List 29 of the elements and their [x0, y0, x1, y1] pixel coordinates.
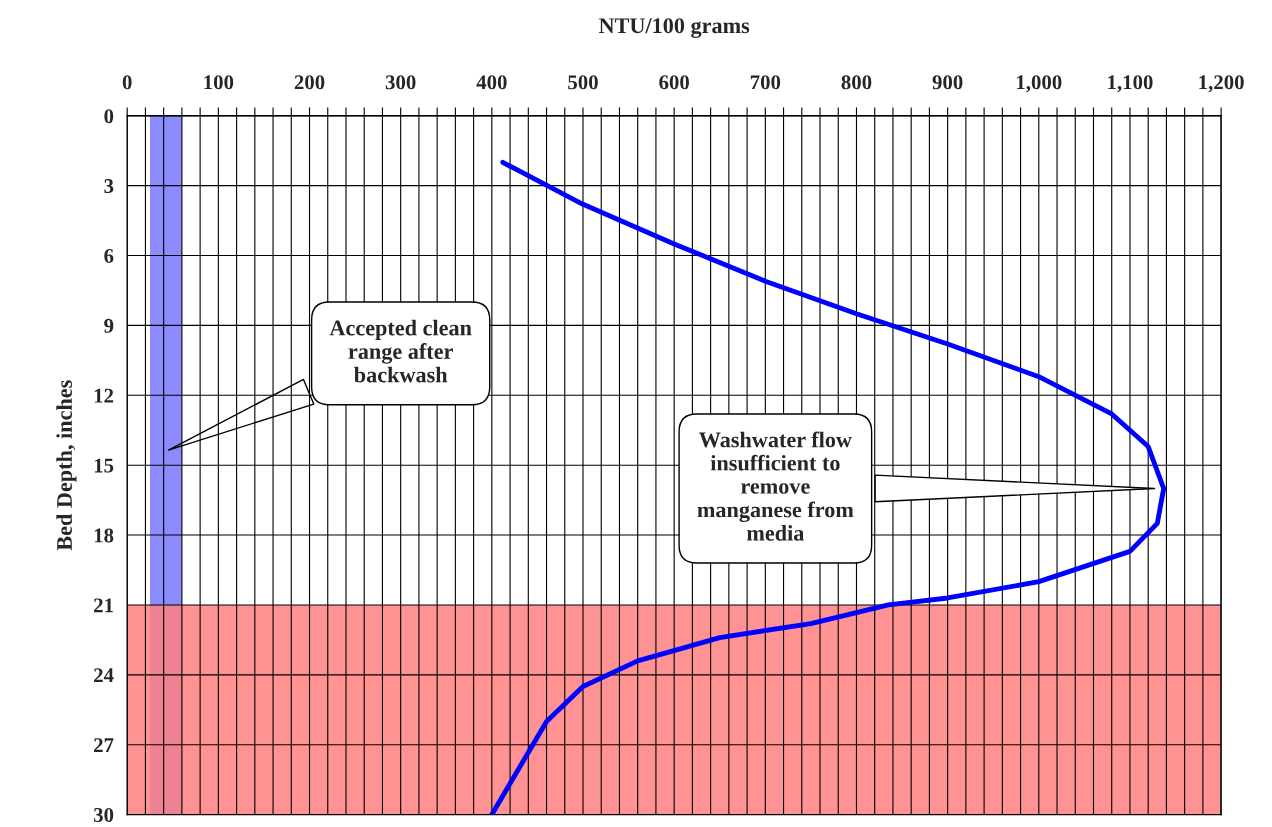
x-tick-label: 1,000: [1017, 75, 1062, 93]
x-tick-label: 0: [122, 75, 132, 90]
y-tick-label: 21: [94, 598, 113, 613]
x-tick-label: 1,200: [1199, 75, 1244, 93]
y-tick-label: 15: [94, 458, 114, 473]
y-tick-label: 0: [104, 109, 114, 124]
annotation: Accepted clean range after backwash: [329, 319, 472, 383]
line-series: [489, 159, 1167, 815]
x-tick-label: 400: [476, 75, 507, 90]
y-tick-label: 30: [93, 807, 114, 823]
annotation: Washwater flow insufficient to remove manganese from media: [697, 431, 854, 541]
y-tick-label: 24: [94, 668, 114, 683]
x-tick-label: 500: [568, 75, 598, 90]
x-tick-label: 900: [932, 75, 963, 90]
y-tick-label: 27: [94, 738, 114, 752]
y-tick-label: 9: [104, 318, 114, 333]
y-tick-label: 12: [94, 388, 114, 403]
y-tick-label: 18: [94, 528, 114, 543]
x-tick-label: 200: [294, 75, 325, 90]
y-tick-label: 3: [104, 179, 114, 194]
x-tick-label: 300: [385, 75, 416, 90]
x-tick-label: 800: [841, 75, 872, 90]
x-tick-label: 600: [659, 75, 689, 90]
x-axis-title: NTU/100 grams: [598, 18, 750, 38]
x-tick-label: 1,100: [1108, 75, 1153, 93]
x-tick-label: 700: [750, 75, 781, 90]
y-axis-title: Bed Depth, inches: [56, 380, 77, 551]
x-tick-label: 100: [204, 75, 234, 90]
y-tick-label: 6: [104, 248, 114, 263]
